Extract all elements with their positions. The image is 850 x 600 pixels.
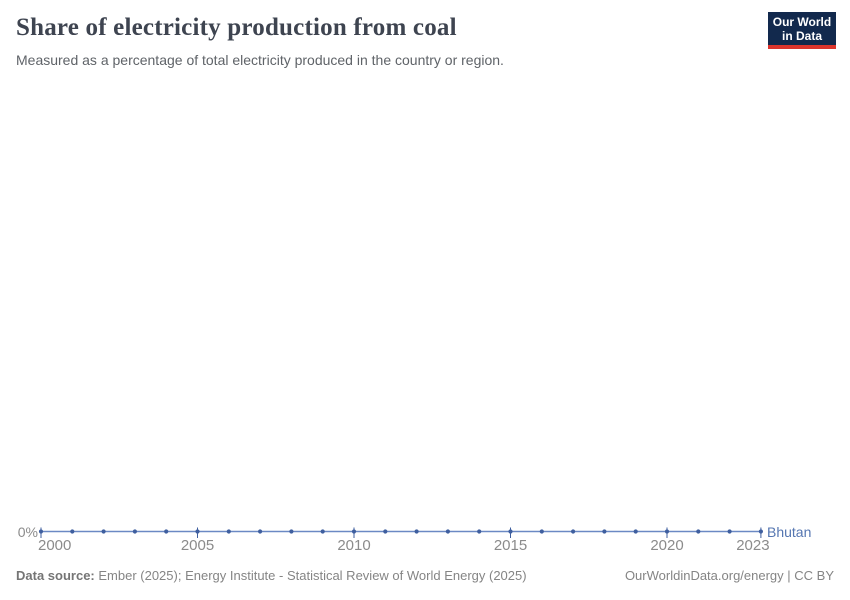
x-tick-label: 2020 <box>650 537 684 554</box>
data-point[interactable] <box>289 529 294 534</box>
x-tick-label: 2000 <box>38 537 72 554</box>
data-point[interactable] <box>758 529 764 534</box>
data-point[interactable] <box>164 529 169 534</box>
data-point[interactable] <box>226 529 231 534</box>
data-point[interactable] <box>258 529 263 534</box>
data-point[interactable] <box>696 529 701 534</box>
x-tick-label: 2010 <box>337 537 371 554</box>
data-point[interactable] <box>70 529 75 534</box>
data-point[interactable] <box>414 529 419 534</box>
data-point[interactable] <box>320 529 325 534</box>
data-point[interactable] <box>38 529 44 534</box>
data-point[interactable] <box>477 529 482 534</box>
owid-logo-box: Our World in Data <box>768 12 836 45</box>
data-point[interactable] <box>664 529 670 534</box>
chart-footer: Data source: Ember (2025); Energy Instit… <box>16 568 834 583</box>
x-tick-label: 2023 <box>736 537 770 554</box>
data-point[interactable] <box>539 529 544 534</box>
data-source-label: Data source: <box>16 568 95 583</box>
data-point[interactable] <box>101 529 106 534</box>
data-point[interactable] <box>132 529 137 534</box>
page-title: Share of electricity production from coa… <box>16 14 457 41</box>
owid-logo[interactable]: Our World in Data <box>768 12 836 49</box>
data-point[interactable] <box>383 529 388 534</box>
x-tick-label: 2015 <box>493 537 528 554</box>
owid-logo-line1: Our World <box>772 14 832 29</box>
data-point[interactable] <box>602 529 607 534</box>
data-source-text: Ember (2025); Energy Institute - Statist… <box>94 568 527 583</box>
data-point[interactable] <box>351 529 357 534</box>
data-point[interactable] <box>633 529 638 534</box>
series-entity-label[interactable]: Bhutan <box>767 524 812 540</box>
owid-logo-red-bar <box>768 45 836 49</box>
x-tick-label: 2005 <box>180 537 215 554</box>
owid-logo-line2: in Data <box>781 28 822 43</box>
data-point[interactable] <box>195 529 200 534</box>
data-point[interactable] <box>571 529 576 534</box>
data-source-note: Data source: Ember (2025); Energy Instit… <box>16 568 527 583</box>
data-point[interactable] <box>727 529 732 534</box>
data-point[interactable] <box>508 529 513 534</box>
y-axis-tick-label: 0% <box>17 524 38 540</box>
data-point[interactable] <box>445 529 450 534</box>
page-subtitle: Measured as a percentage of total electr… <box>16 52 504 68</box>
owid-url-link[interactable]: OurWorldinData.org/energy | CC BY <box>624 568 834 583</box>
